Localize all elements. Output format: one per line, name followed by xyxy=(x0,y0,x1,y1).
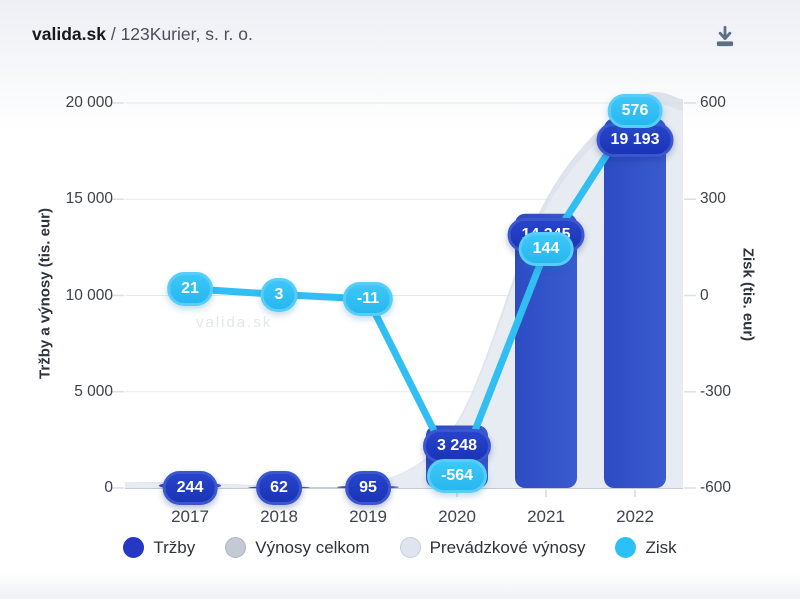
legend-item-4[interactable]: Zisk xyxy=(615,537,677,558)
chart-legend: Tržby Výnosy celkom Prevádzkové výnosy Zisk xyxy=(0,537,800,558)
bar-2022 xyxy=(604,118,666,488)
page-title: valida.sk / 123Kurier, s. r. o. xyxy=(32,24,253,45)
legend-item-1[interactable]: Tržby xyxy=(123,537,195,558)
company-name: 123Kurier, s. r. o. xyxy=(120,24,253,44)
brand-name: valida.sk xyxy=(32,24,106,44)
page-bottom-gradient xyxy=(0,573,800,599)
legend-label: Zisk xyxy=(645,537,677,557)
bar-2017 xyxy=(159,483,221,488)
legend-label: Výnosy celkom xyxy=(255,537,370,557)
bar-2019 xyxy=(337,486,399,488)
legend-item-2[interactable]: Výnosy celkom xyxy=(225,537,370,558)
legend-dot-icon xyxy=(123,537,145,558)
download-icon xyxy=(712,24,738,50)
legend-label: Prevádzkové výnosy xyxy=(429,537,586,557)
legend-dot-icon xyxy=(225,537,247,558)
legend-label: Tržby xyxy=(153,537,196,557)
legend-dot-icon xyxy=(399,537,421,558)
legend-item-3[interactable]: Prevádzkové výnosy xyxy=(399,537,586,558)
bar-2018 xyxy=(248,486,310,488)
download-button[interactable] xyxy=(706,18,744,56)
breadcrumb-separator: / xyxy=(110,24,116,44)
legend-dot-icon xyxy=(615,537,637,558)
